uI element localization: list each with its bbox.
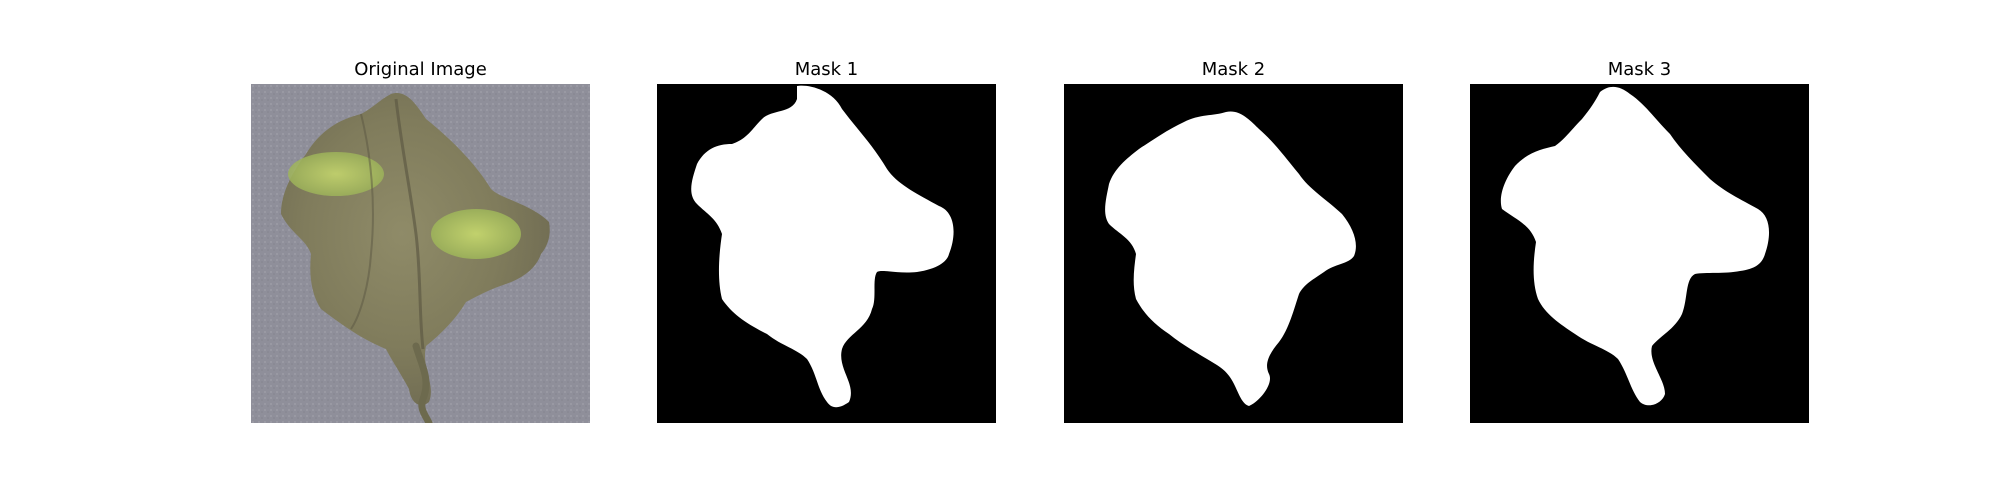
panel-title-mask-3: Mask 3	[1607, 59, 1672, 80]
panel-mask-1: Mask 1	[657, 58, 996, 423]
panel-title-mask-2: Mask 2	[1201, 59, 1266, 80]
panel-title-original-image: Original Image	[354, 59, 487, 80]
leaf-green-patch-left	[288, 152, 384, 196]
leaf-fold	[350, 113, 374, 330]
leaf-green-patch-right	[431, 209, 521, 259]
panel-title-mask-1: Mask 1	[794, 59, 859, 80]
panel-mask-2: Mask 2	[1064, 58, 1403, 423]
mask-1-shape	[691, 85, 954, 408]
mask-3-shape	[1500, 86, 1770, 406]
leaf-stem	[412, 342, 433, 423]
mask-3-image	[1470, 84, 1809, 423]
mask-2-image	[1064, 84, 1403, 423]
original-leaf-photo	[251, 84, 590, 423]
panel-original-image: Original Image	[251, 58, 590, 423]
panel-mask-3: Mask 3	[1470, 58, 1809, 423]
leaf-midrib	[394, 98, 425, 350]
mask-2-shape	[1105, 111, 1356, 407]
mask-1-image	[657, 84, 996, 423]
